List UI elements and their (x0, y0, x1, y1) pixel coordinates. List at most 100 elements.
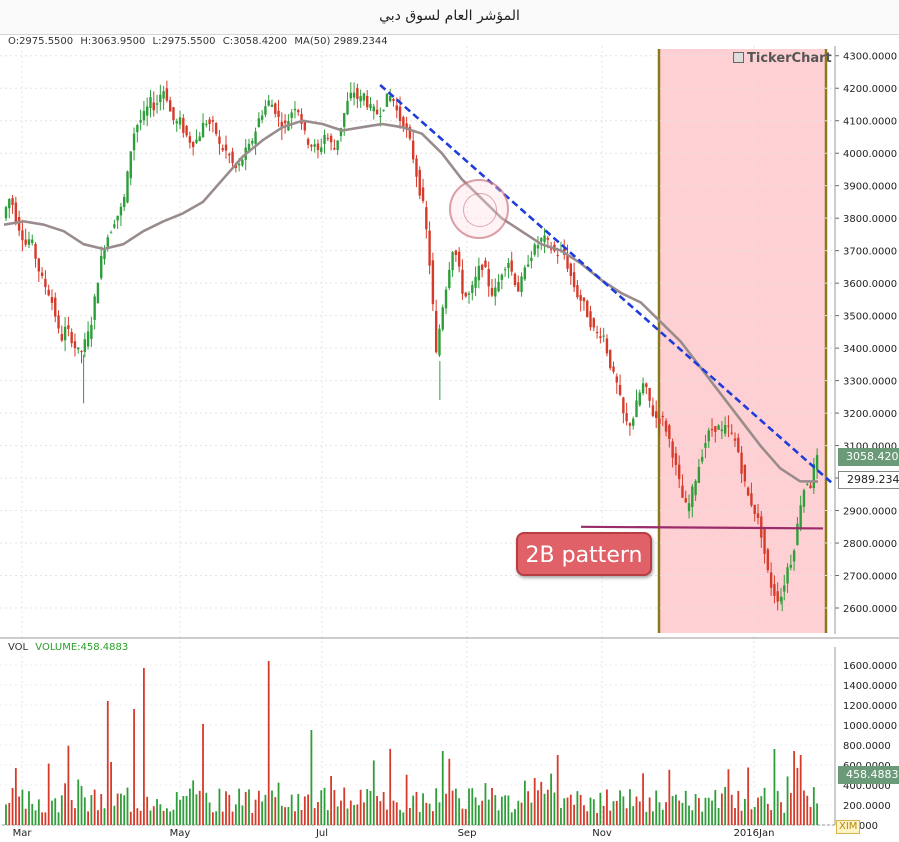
volume-bar (563, 798, 566, 825)
volume-bar (18, 796, 21, 825)
volume-bar (261, 801, 264, 825)
volume-bar (369, 790, 372, 825)
candle-body (503, 269, 507, 271)
candle-body (786, 567, 789, 584)
candle-body (34, 243, 37, 259)
volume-bar (54, 798, 57, 825)
volume-bar (520, 802, 523, 825)
volume-bar (159, 804, 162, 825)
volume-bar (90, 795, 93, 825)
volume-bar (487, 799, 490, 825)
candle-body (730, 432, 733, 434)
candle-body (586, 300, 589, 318)
volume-bar (451, 790, 454, 825)
candle-body (96, 283, 100, 304)
volume-bar (363, 802, 365, 825)
volume-bar (208, 802, 211, 825)
volume-bar (491, 787, 493, 825)
candle-body (408, 126, 412, 139)
volume-bar (287, 807, 290, 825)
volume-bar (405, 774, 408, 825)
volume-bar (300, 809, 303, 825)
volume-bar (454, 788, 457, 825)
price-tick-label: 2900.0000 (843, 507, 897, 518)
price-tick-label: 3900.0000 (843, 182, 897, 193)
candle-body (625, 413, 628, 422)
volume-bar (93, 789, 96, 825)
candle-body (129, 151, 132, 179)
candle-body (375, 109, 379, 115)
candle-body (815, 454, 819, 471)
volume-bar (182, 795, 185, 825)
candle-body (280, 121, 284, 129)
candle-body (549, 248, 553, 250)
candle-body (297, 110, 300, 113)
volume-bar (753, 807, 756, 825)
volume-bar (205, 792, 208, 825)
candle-body (237, 164, 241, 166)
candle-body (753, 504, 756, 514)
volume-tick-label: 800.0000 (843, 741, 891, 752)
candle-body (467, 293, 471, 295)
volume-bar (678, 800, 681, 825)
volume-bar (697, 798, 700, 825)
candle-body (191, 141, 195, 148)
candle-body (457, 251, 461, 267)
volume-bar (500, 796, 503, 825)
candle-body (691, 486, 694, 507)
candle-body (198, 136, 201, 142)
volume-bar (727, 769, 730, 825)
volume-bar (218, 788, 221, 825)
volume-tick-label: 0.0000 (843, 821, 878, 832)
volume-bar (83, 797, 86, 825)
candle-body (569, 263, 573, 276)
candle-body (431, 260, 435, 305)
candle-body (582, 297, 586, 302)
candle-body (264, 106, 267, 115)
volume-bar (658, 802, 661, 825)
candle-body (523, 267, 527, 280)
candle-body (77, 347, 80, 350)
candle-body (329, 135, 333, 143)
candle-body (733, 438, 737, 441)
candle-body (510, 260, 513, 272)
candle-body (454, 250, 458, 255)
volume-bar (668, 769, 671, 825)
candle-body (231, 151, 234, 164)
candle-body (356, 88, 359, 99)
volume-bar (57, 812, 60, 825)
volume-bar (264, 794, 267, 825)
volume-bar (333, 790, 336, 825)
xim-button[interactable]: XIM (836, 820, 861, 834)
highlight-region (659, 49, 827, 633)
volume-bar (100, 794, 103, 825)
volume-bar (310, 730, 313, 825)
volume-bar (612, 801, 615, 825)
candle-body (434, 310, 438, 353)
volume-bar (284, 807, 287, 825)
volume-bar (5, 804, 7, 825)
candle-body (17, 217, 21, 231)
volume-bar (28, 791, 30, 825)
price-tick-label: 3300.0000 (843, 377, 897, 388)
volume-bar (123, 795, 126, 825)
candle-body (205, 123, 208, 125)
candle-body (694, 480, 697, 496)
candle-body (428, 230, 431, 266)
volume-bar (553, 792, 556, 825)
candle-body (628, 423, 632, 426)
volume-bar (734, 807, 736, 825)
volume-bar (21, 789, 24, 825)
candle-body (300, 113, 303, 124)
volume-bar (740, 810, 743, 825)
volume-bar (211, 812, 214, 825)
candle-body (119, 206, 123, 216)
volume-bar (228, 794, 231, 825)
volume-bar (704, 797, 707, 825)
price-tick-label: 3600.0000 (843, 279, 897, 290)
candle-body (579, 294, 582, 301)
candle-body (556, 255, 559, 257)
volume-bar (24, 808, 27, 825)
candle-body (654, 411, 658, 418)
